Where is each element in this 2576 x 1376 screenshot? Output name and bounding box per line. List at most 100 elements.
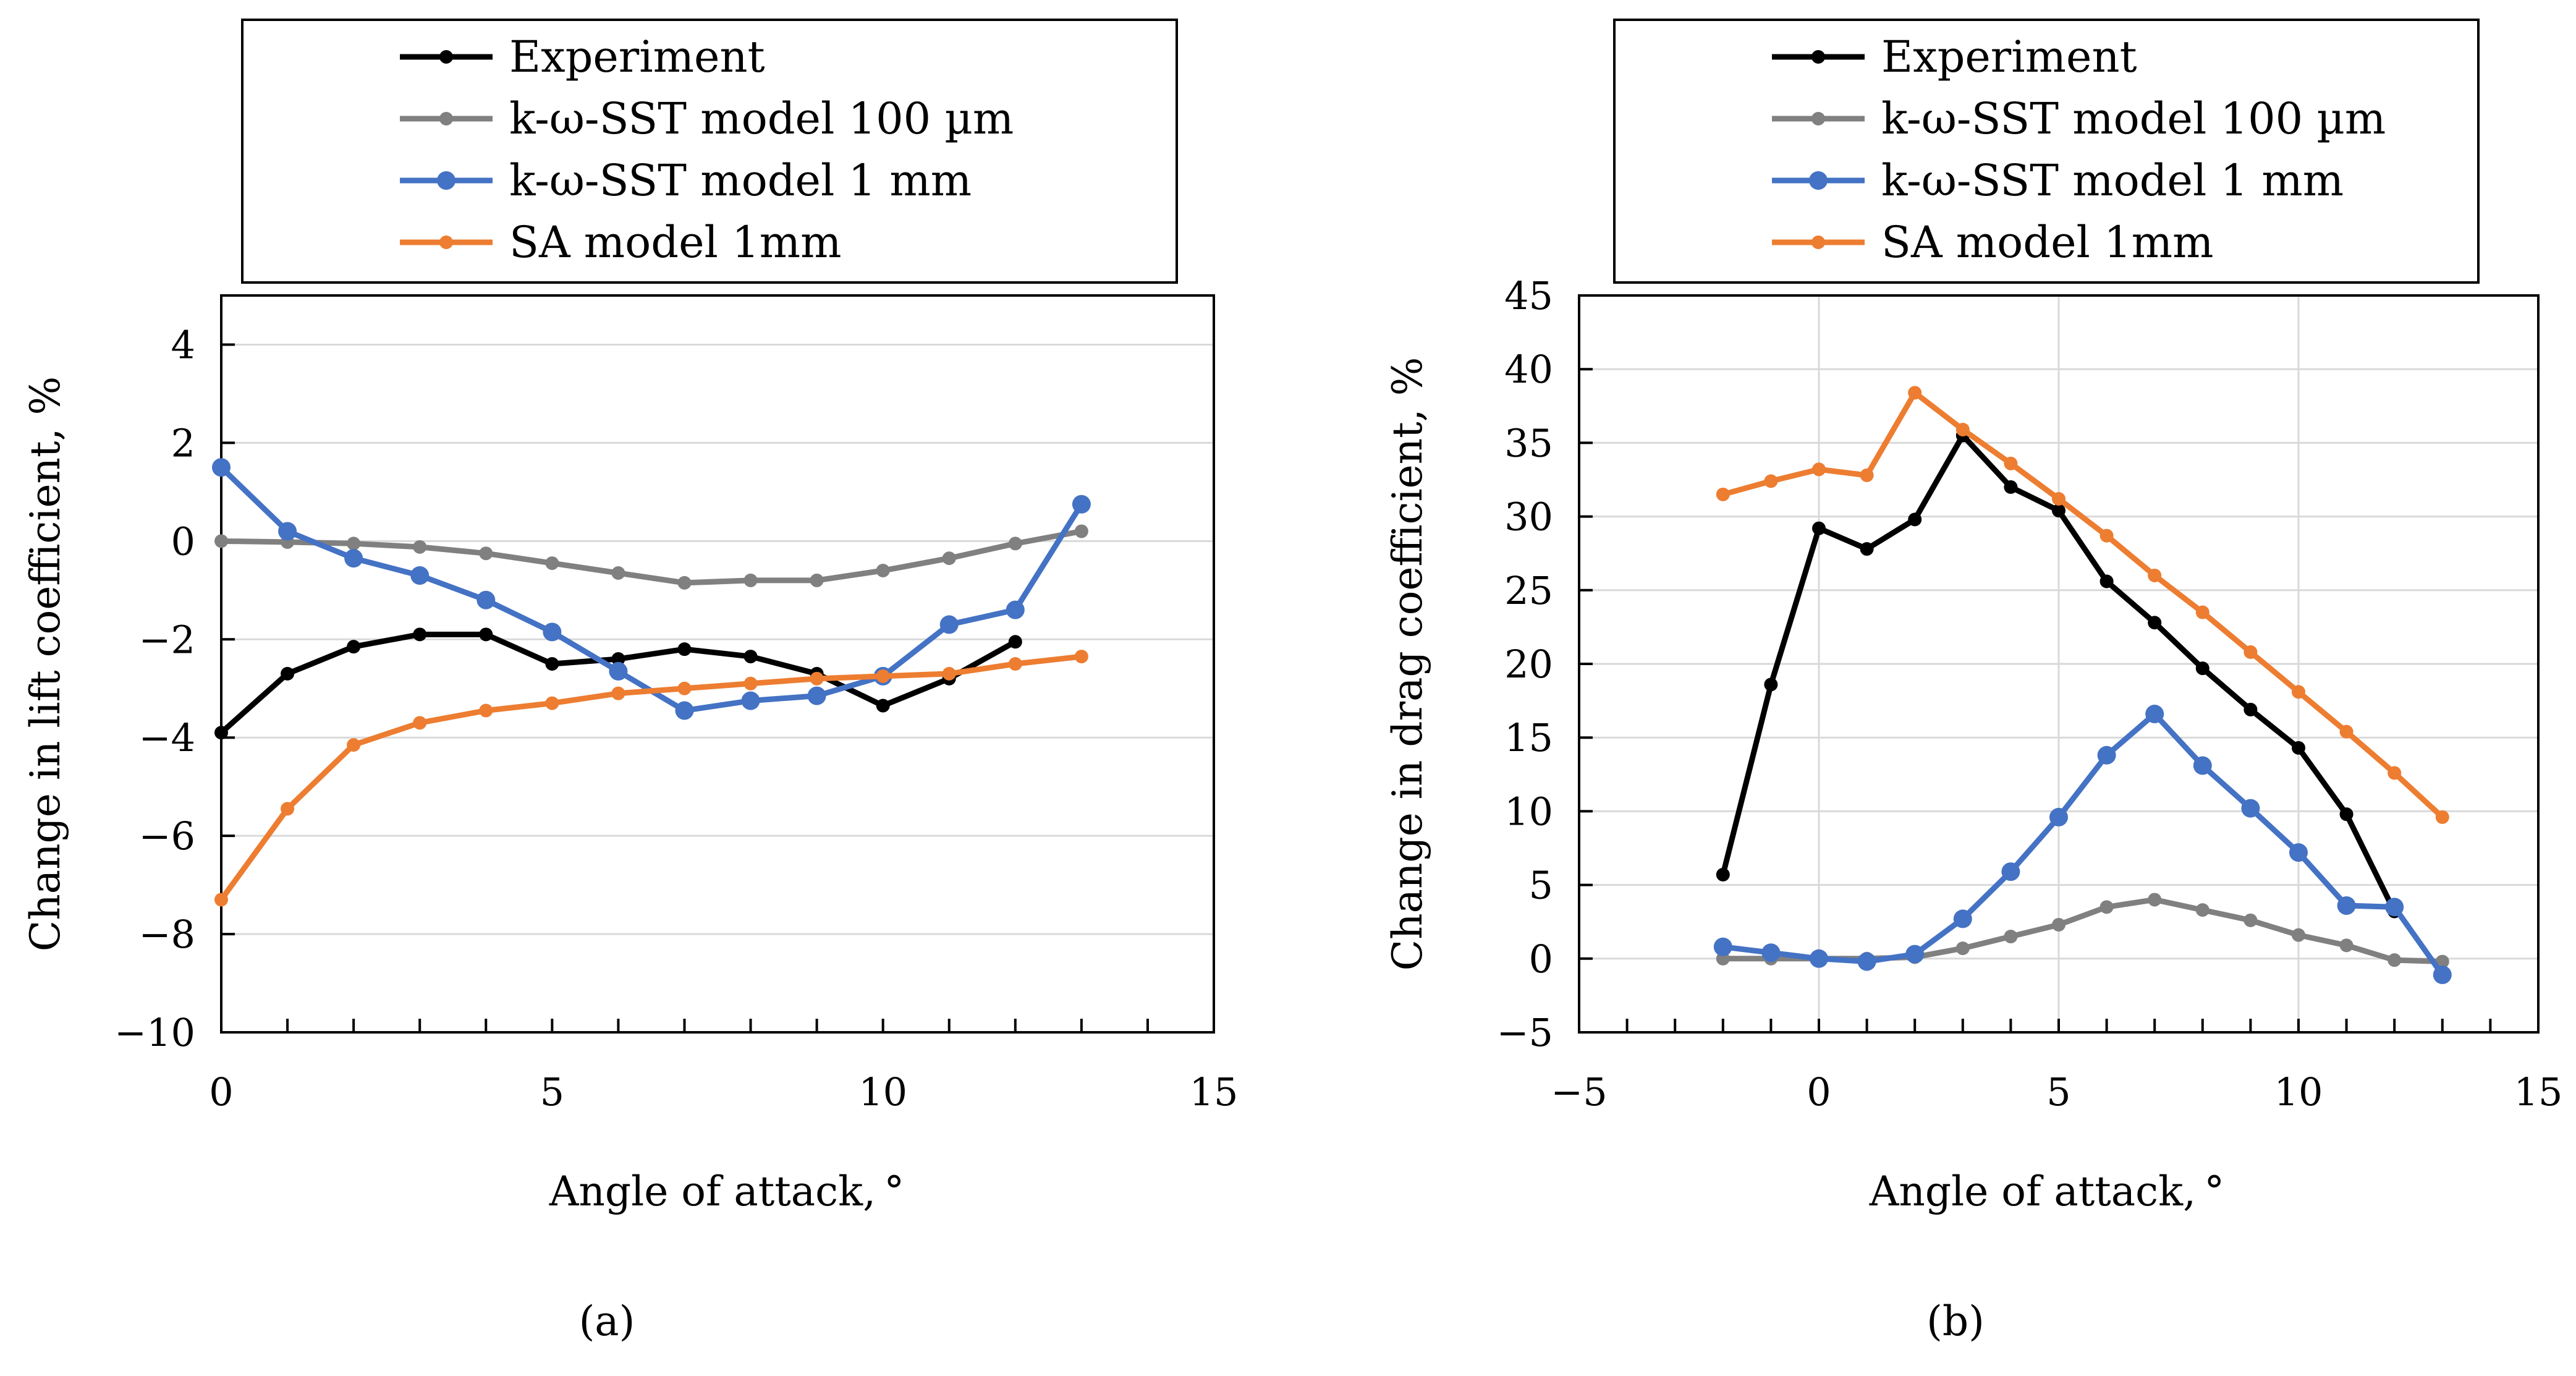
data-point xyxy=(2339,724,2354,739)
data-point xyxy=(744,650,758,664)
data-point xyxy=(939,615,959,634)
y-tick-label: 0 xyxy=(1529,936,1553,982)
legend-label: Experiment xyxy=(509,32,765,82)
x-tick-label: 5 xyxy=(540,1069,564,1115)
data-point xyxy=(2337,896,2356,915)
data-point xyxy=(1812,462,1826,477)
data-point xyxy=(876,669,890,683)
data-point xyxy=(611,566,625,580)
data-point xyxy=(214,726,228,740)
x-tick-label: 15 xyxy=(1190,1069,1239,1115)
y-tick-label: 2 xyxy=(171,420,195,465)
y-tick-label: −2 xyxy=(139,617,195,662)
data-point xyxy=(413,716,427,730)
data-point xyxy=(214,534,228,548)
legend-label: k-ω-SST model 100 µm xyxy=(509,93,1014,144)
data-point xyxy=(1716,487,1730,501)
data-point xyxy=(675,701,694,720)
y-tick-label: −4 xyxy=(139,715,195,760)
x-tick-label: −5 xyxy=(1551,1069,1607,1115)
data-point xyxy=(1955,941,1970,956)
data-point xyxy=(1008,635,1022,649)
y-tick-label: 40 xyxy=(1504,347,1553,392)
data-point xyxy=(744,676,758,690)
data-point xyxy=(2052,491,2065,506)
data-point xyxy=(281,802,295,816)
data-point xyxy=(2435,954,2449,969)
legend-label: k-ω-SST model 100 µm xyxy=(1881,93,2386,144)
data-point xyxy=(545,696,559,710)
legend-label: Experiment xyxy=(1881,32,2137,82)
data-point xyxy=(413,540,427,554)
y-tick-label: 15 xyxy=(1504,715,1553,760)
data-point xyxy=(2099,574,2114,588)
x-tick-label: 0 xyxy=(1807,1069,1831,1115)
plot-frame xyxy=(220,294,1215,1034)
x-tick-label: 0 xyxy=(209,1069,233,1115)
data-point xyxy=(1764,474,1778,488)
data-point xyxy=(2292,741,2305,755)
data-point xyxy=(1764,677,1778,692)
data-point xyxy=(2387,766,2402,780)
data-point xyxy=(2435,810,2449,824)
data-point xyxy=(1905,945,1925,964)
data-point xyxy=(2339,807,2354,822)
data-point xyxy=(942,666,956,681)
x-tick-label: 10 xyxy=(2274,1069,2323,1115)
data-point xyxy=(807,686,826,705)
data-point xyxy=(413,627,427,642)
y-tick-label: 0 xyxy=(171,519,195,564)
data-point xyxy=(281,666,295,681)
y-tick-label: −8 xyxy=(139,912,195,957)
data-point xyxy=(214,893,228,907)
data-point xyxy=(2289,843,2308,862)
data-point xyxy=(479,627,493,642)
data-point xyxy=(876,699,890,713)
data-point xyxy=(2433,966,2452,985)
data-point xyxy=(2052,917,2065,932)
legend-swatch-marker xyxy=(439,50,453,64)
data-point xyxy=(2292,685,2305,699)
data-point xyxy=(347,738,361,752)
data-point xyxy=(1860,542,1874,556)
y-tick-label: 10 xyxy=(1504,789,1553,834)
data-point xyxy=(212,458,231,477)
data-point xyxy=(2243,702,2258,716)
data-point xyxy=(2195,605,2210,619)
y-tick-label: −6 xyxy=(139,813,195,859)
data-point xyxy=(1812,521,1826,535)
x-axis-label: Angle of attack, ° xyxy=(549,1168,905,1215)
data-point xyxy=(2097,745,2116,765)
data-point xyxy=(543,622,562,642)
y-tick-label: 25 xyxy=(1504,568,1553,613)
data-point xyxy=(2339,938,2354,953)
data-point xyxy=(609,661,628,681)
data-point xyxy=(2385,898,2404,917)
data-point xyxy=(479,703,493,718)
data-point xyxy=(278,522,297,541)
data-point xyxy=(1713,937,1732,956)
x-axis-label: Angle of attack, ° xyxy=(1869,1168,2225,1215)
data-point xyxy=(2099,529,2114,543)
y-tick-label: 4 xyxy=(171,322,195,367)
series-line-1 xyxy=(1722,896,2443,965)
data-point xyxy=(2099,900,2114,914)
data-point xyxy=(942,551,956,566)
data-point xyxy=(1008,657,1022,671)
legend-swatch-marker xyxy=(1811,236,1825,249)
data-point xyxy=(2195,903,2210,917)
data-point xyxy=(1006,600,1025,619)
series-line-2 xyxy=(1722,711,2445,977)
data-point xyxy=(1716,867,1730,881)
data-point xyxy=(810,671,824,686)
data-point xyxy=(2148,568,2162,582)
series-line-3 xyxy=(1722,389,2444,820)
legend-box xyxy=(1613,19,2480,284)
drag-chart: −5 0 5 10 15 −5 0 5 10 15 20 25 30 35 40 45 Angle of att… xyxy=(1384,19,2562,1345)
data-point xyxy=(1072,495,1091,514)
data-point xyxy=(545,556,559,571)
series-line-1 xyxy=(221,529,1082,586)
data-point xyxy=(1761,943,1781,962)
data-point xyxy=(876,564,890,578)
